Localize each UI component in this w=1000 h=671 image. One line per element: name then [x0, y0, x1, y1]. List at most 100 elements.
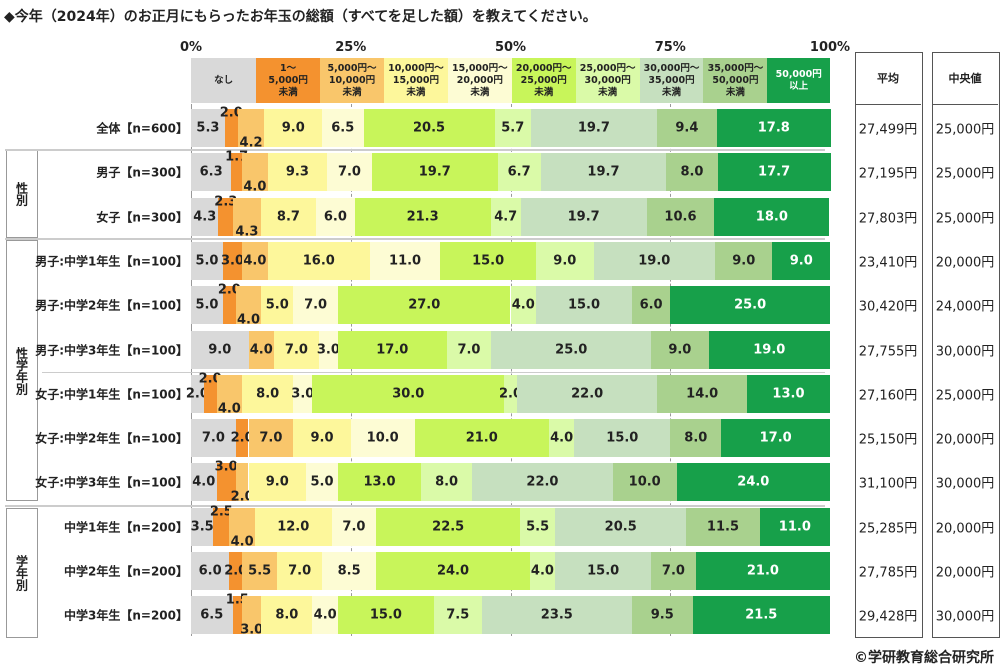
data-label: 9.5: [650, 607, 674, 623]
bar-segment: [657, 374, 747, 413]
data-label: 10.6: [664, 209, 697, 225]
bar-segment: [574, 419, 671, 458]
data-label: 4.0: [217, 401, 241, 417]
data-label: 4.3: [235, 224, 259, 240]
mean-value: 27,803円: [858, 211, 918, 227]
bar-segment: [520, 507, 556, 546]
bar-segment: [446, 330, 492, 369]
mean-value: 27,195円: [858, 166, 918, 182]
legend-item: 20,000円～ 25,000円 未満: [511, 58, 576, 103]
bar-segment: [191, 330, 249, 369]
data-label: 20.5: [604, 519, 637, 535]
data-label: 6.7: [507, 164, 531, 180]
credit: ©学研教育総合研究所: [854, 650, 994, 666]
bar-segment: [646, 197, 715, 236]
data-label: 8.7: [276, 209, 300, 225]
bar-segment: [337, 463, 422, 502]
data-label: 7.0: [284, 342, 308, 357]
data-label: 2.0: [217, 282, 241, 298]
bar-segment: [714, 197, 830, 236]
chart-title: ◆今年（2024年）のお正月にもらったお年玉の総額（すべてを足した額）を教えてく…: [4, 9, 597, 25]
x-tick-label: 50%: [494, 40, 527, 55]
bar-segment: [293, 419, 351, 458]
bar-segment: [316, 197, 355, 236]
bar-segment: [354, 197, 491, 236]
bar-segment: [222, 241, 243, 280]
median-value: 20,000円: [935, 565, 995, 581]
data-label: 13.0: [363, 474, 396, 490]
data-label: 8.0: [256, 386, 280, 402]
data-label: 10.0: [628, 474, 661, 490]
data-label: 5.0: [195, 253, 219, 269]
data-label: 7.0: [288, 563, 312, 579]
data-label: 30.0: [392, 386, 425, 402]
row-separator: [5, 149, 825, 151]
bar-segment: [631, 596, 693, 635]
median-value: 30,000円: [935, 609, 995, 625]
data-label: 6.0: [323, 209, 347, 225]
group-grade: 学年別: [6, 508, 38, 638]
row-label: 女子:中学1年生【n=100】: [35, 387, 188, 402]
bar-segment: [237, 109, 265, 147]
data-label: 17.0: [376, 342, 409, 357]
data-label: 2.3: [214, 194, 238, 210]
bar-segment: [716, 109, 831, 147]
bar-segment: [337, 330, 447, 369]
data-label: 18.0: [755, 209, 788, 225]
bar-segment: [231, 153, 243, 192]
bar-segment: [494, 109, 531, 147]
bar-segment: [261, 286, 294, 325]
mean-header: 平均: [855, 52, 921, 105]
data-label: 6.5: [200, 607, 224, 623]
row-label: 男子:中学3年生【n=100】: [35, 343, 188, 357]
x-tick-label: 100%: [809, 40, 851, 55]
data-label: 2.0: [230, 489, 254, 505]
mean-value: 25,150円: [858, 432, 918, 448]
data-label: 9.3: [285, 164, 309, 180]
data-label: 9.0: [668, 342, 692, 357]
data-label: 9.0: [732, 253, 756, 269]
bar-segment: [264, 109, 322, 147]
data-label: 7.0: [661, 563, 685, 579]
data-label: 3.0: [214, 459, 238, 475]
bar-segment: [248, 330, 275, 369]
bar-segment: [293, 374, 313, 413]
bar-segment: [229, 552, 243, 590]
data-label: 15.0: [369, 607, 402, 623]
data-label: 19.7: [577, 120, 610, 136]
bar-segment: [337, 596, 434, 635]
mean-value: 27,755円: [858, 344, 918, 359]
x-tick-label: 0%: [179, 40, 203, 55]
data-label: 15.0: [606, 430, 639, 446]
data-label: 6.0: [639, 297, 663, 313]
data-label: 4.2: [239, 135, 263, 151]
data-label: 24.0: [737, 474, 770, 490]
gridline: [670, 104, 672, 636]
bar-segment: [267, 153, 328, 192]
bar-segment: [267, 241, 370, 280]
bar-segment: [772, 241, 830, 280]
bar-segment: [293, 286, 338, 325]
bar-segment: [191, 286, 223, 325]
data-label: 22.0: [526, 474, 559, 490]
legend-item: なし: [191, 58, 257, 103]
mean-column: [855, 52, 923, 638]
data-label: 8.5: [337, 563, 361, 579]
data-label: 3.5: [190, 519, 214, 535]
data-label: 9.0: [789, 253, 813, 269]
bar-segment: [376, 507, 521, 546]
data-label: 25.0: [734, 297, 767, 313]
bar-segment: [235, 463, 249, 502]
data-label: 4.0: [230, 534, 254, 550]
legend-item: 50,000円 以上: [767, 58, 830, 103]
median-value: 25,000円: [935, 166, 995, 182]
data-label: 8.0: [275, 607, 299, 623]
row-label: 男子:中学1年生【n=100】: [35, 254, 188, 269]
bar-segment: [191, 109, 225, 147]
data-label: 5.5: [248, 563, 272, 579]
bar-segment: [440, 241, 537, 280]
bar-segment: [695, 552, 830, 590]
data-label: 7.0: [457, 342, 481, 357]
data-label: 9.0: [265, 474, 289, 490]
data-label: 3.0: [240, 622, 264, 638]
